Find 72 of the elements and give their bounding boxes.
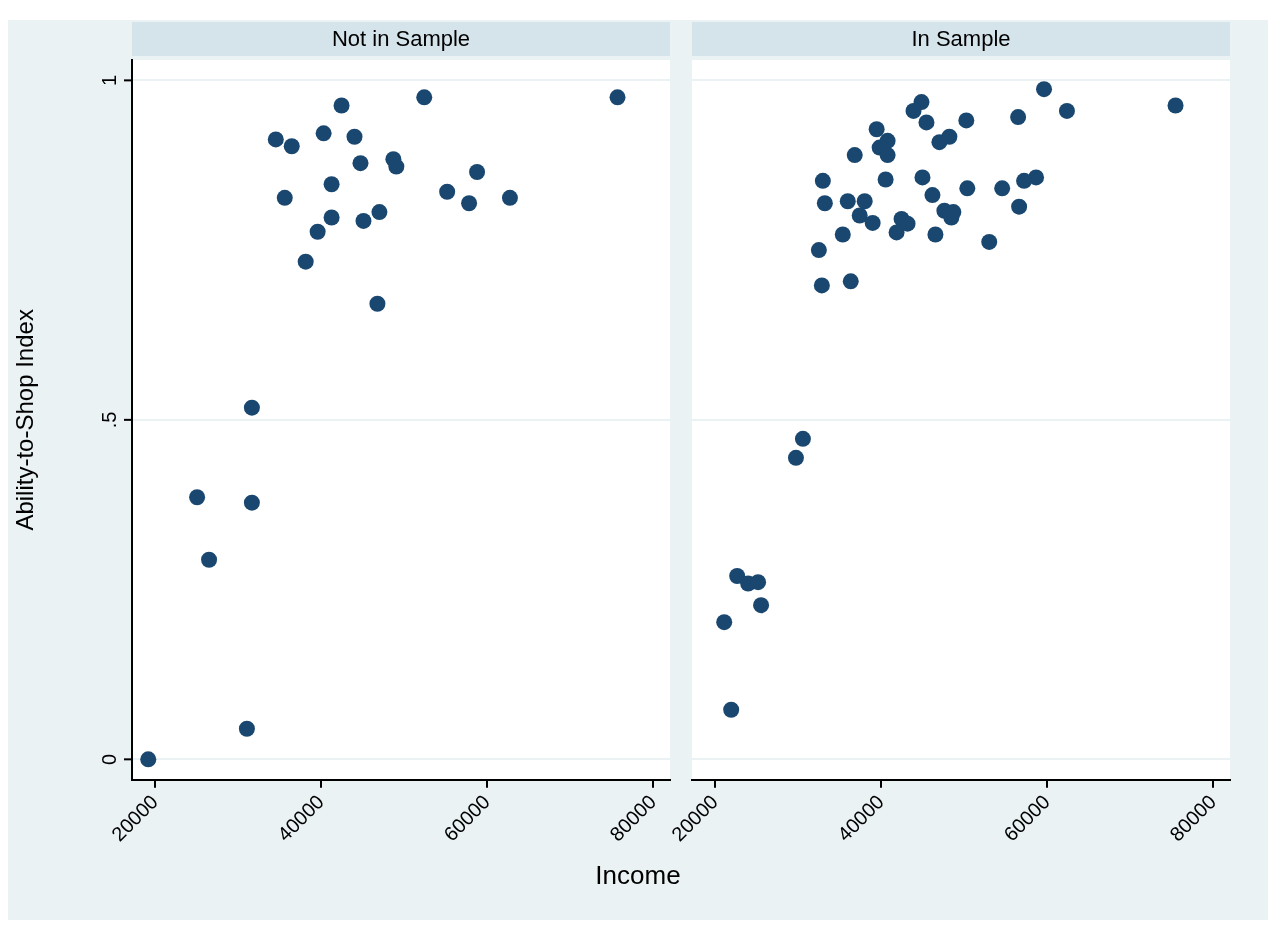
point [1010,109,1027,126]
point [924,187,941,204]
y-tick-label: 1 [97,74,120,86]
point [297,253,314,270]
point [927,226,944,243]
point [461,195,478,212]
point [416,89,433,106]
point [856,193,873,210]
point [750,574,767,591]
point [189,489,206,506]
point [346,128,363,145]
point [753,597,770,614]
point [469,164,486,181]
point [851,207,868,224]
point [716,614,733,631]
point [238,720,255,737]
chart-title: In Sample [911,26,1011,52]
point [1036,81,1053,98]
y-tick-label: .5 [97,411,120,429]
point [283,138,300,155]
point [918,114,935,131]
point [323,176,340,193]
point [879,147,896,164]
point [959,180,976,197]
point [369,295,386,312]
point [810,242,827,259]
point [1167,97,1184,114]
point [846,147,863,164]
point [1011,198,1028,215]
point [355,212,372,229]
point [267,131,284,148]
x-axis-title: Income [594,860,682,891]
point [839,193,856,210]
point [864,214,881,231]
point [914,169,931,186]
point [868,121,885,138]
point [816,195,833,212]
point [276,189,293,206]
point [813,277,830,294]
point [877,171,894,188]
point [794,430,811,447]
point [787,449,804,466]
point [981,233,998,250]
point [834,226,851,243]
point [243,399,260,416]
point [729,568,746,585]
point [388,158,405,175]
y-axis-title: Ability-to-Shop Index [11,309,39,531]
point [609,89,626,106]
point [140,751,157,768]
point [439,183,456,200]
point [994,180,1011,197]
point [352,155,369,172]
point [723,701,740,718]
point [1058,102,1075,119]
chart-title: Not in Sample [331,26,471,52]
point [315,125,332,142]
point [1016,172,1033,189]
point [201,551,218,568]
point [309,223,326,240]
point [905,102,922,119]
point [888,224,905,241]
point [243,494,260,511]
point [958,112,975,129]
point [931,134,948,151]
point [333,97,350,114]
point [814,172,831,189]
point [323,209,340,226]
point [371,204,388,221]
point [501,189,518,206]
y-tick-label: 0 [97,753,120,765]
point [842,273,859,290]
